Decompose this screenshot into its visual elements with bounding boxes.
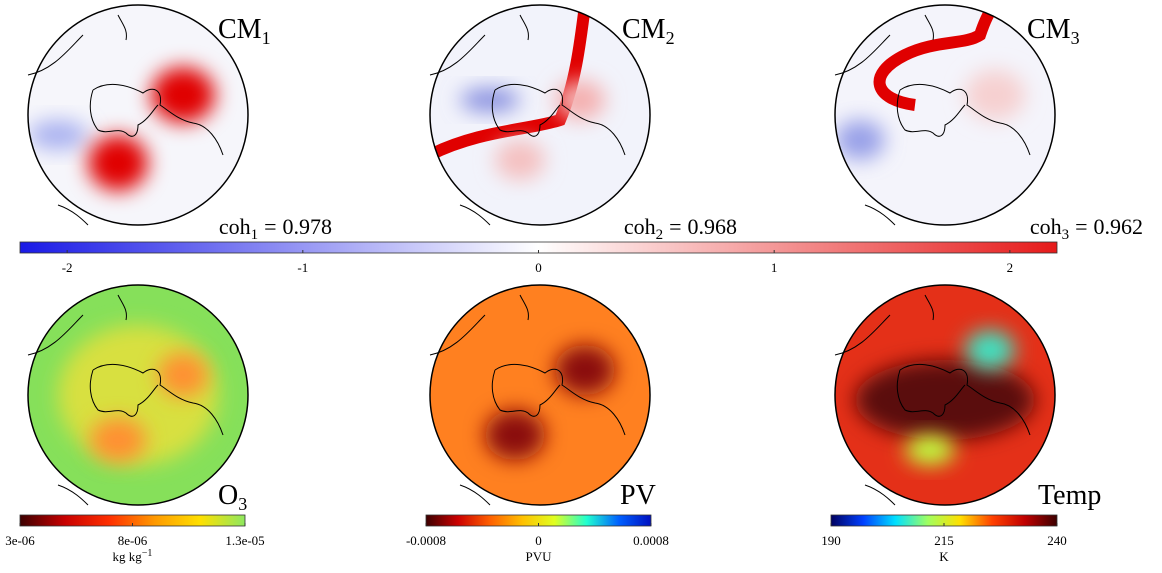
coherence: coh3 = 0.962 xyxy=(1030,214,1143,243)
title-subscript: 2 xyxy=(666,28,675,48)
tick-label: 240 xyxy=(1047,533,1067,548)
panel-title: O3 xyxy=(218,480,247,514)
panel-title: PV xyxy=(620,480,656,511)
map-cm3 xyxy=(834,4,1056,226)
unit: kg kg xyxy=(113,549,143,564)
colorbar-label: K xyxy=(939,549,949,564)
coh-subscript: 3 xyxy=(1062,227,1070,243)
coh-subscript: 2 xyxy=(656,227,664,243)
coherence: coh2 = 0.968 xyxy=(624,214,737,243)
tick-label: -0.0008 xyxy=(406,533,446,548)
tick-label: 3e-06 xyxy=(5,533,35,548)
tick-label: -1 xyxy=(297,260,308,275)
relation: = xyxy=(1075,214,1087,239)
title-subscript: 3 xyxy=(238,494,247,514)
relation: = xyxy=(669,214,681,239)
tick-label: 8e-06 xyxy=(118,533,148,548)
tick-label: 0 xyxy=(535,533,542,548)
map-o3 xyxy=(27,284,249,506)
map-pv xyxy=(429,284,651,506)
coherence: coh1 = 0.978 xyxy=(219,214,332,243)
map-cm2 xyxy=(429,4,651,226)
tick-label: 0.0008 xyxy=(633,533,669,548)
title: CM xyxy=(1027,14,1071,45)
title: O xyxy=(218,480,238,511)
unit: K xyxy=(939,549,949,564)
panel-title: Temp xyxy=(1038,480,1101,511)
tick-label: -2 xyxy=(62,260,73,275)
unit: PVU xyxy=(525,549,552,564)
coh-value: 0.962 xyxy=(1094,214,1144,239)
coh-value: 0.968 xyxy=(688,214,738,239)
colorbar-label: PVU xyxy=(525,549,552,564)
coh-label: coh xyxy=(1030,214,1062,239)
map-cm1 xyxy=(27,4,249,226)
panel-title: CM3 xyxy=(1027,14,1080,48)
title-subscript: 1 xyxy=(262,28,271,48)
colorbar-label: kg kg−1 xyxy=(113,548,153,564)
title: CM xyxy=(218,14,262,45)
tick-label: 2 xyxy=(1007,260,1014,275)
title-subscript: 3 xyxy=(1071,28,1080,48)
relation: = xyxy=(264,214,276,239)
tick-label: 0 xyxy=(535,260,542,275)
tick-label: 1 xyxy=(771,260,778,275)
coh-subscript: 1 xyxy=(251,227,259,243)
tick-label: 190 xyxy=(821,533,841,548)
unit-superscript: −1 xyxy=(142,548,153,559)
coh-label: coh xyxy=(624,214,656,239)
coh-value: 0.978 xyxy=(283,214,333,239)
map-temp xyxy=(834,284,1056,506)
panel-title: CM1 xyxy=(218,14,271,48)
tick-label: 1.3e-05 xyxy=(225,533,264,548)
panel-title: CM2 xyxy=(622,14,675,48)
coh-label: coh xyxy=(219,214,251,239)
title: CM xyxy=(622,14,666,45)
tick-label: 215 xyxy=(934,533,954,548)
